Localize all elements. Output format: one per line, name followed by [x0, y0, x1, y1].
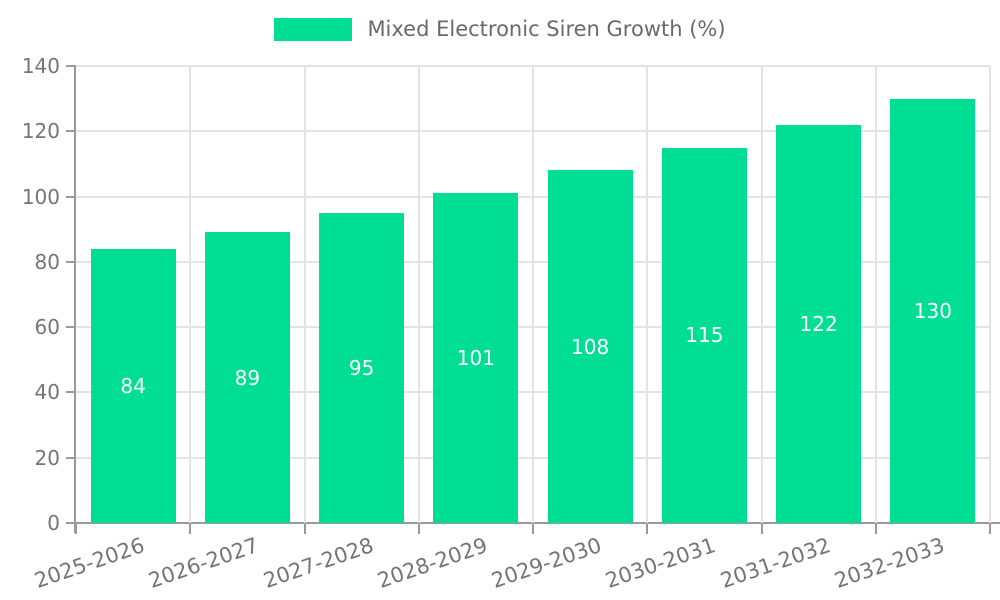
x-axis-tick [532, 524, 534, 534]
y-axis-tick [66, 195, 76, 198]
legend-label: Mixed Electronic Siren Growth (%) [367, 17, 726, 41]
legend-swatch [274, 18, 353, 41]
bar-2032-2033: 130 [890, 98, 976, 523]
x-axis-tick [646, 524, 649, 534]
bar-value-label: 115 [685, 323, 724, 348]
bar-2025-2026: 84 [90, 248, 176, 523]
legend-item[interactable]: Mixed Electronic Siren Growth (%) [274, 17, 726, 41]
x-axis-tick [303, 524, 306, 534]
y-tick-label: 140 [21, 54, 60, 78]
y-axis-tick [66, 260, 76, 263]
x-tick-label: 2028-2029 [374, 533, 491, 594]
x-tick-label: 2031-2032 [717, 533, 834, 594]
x-axis-line [66, 522, 1000, 524]
x-tick-label: 2029-2030 [488, 533, 605, 594]
x-axis-tick [760, 524, 763, 534]
y-axis-tick [66, 130, 76, 133]
y-axis-tick [66, 456, 76, 459]
x-tick-label: 2025-2026 [31, 533, 148, 594]
x-axis-tick [189, 524, 192, 534]
vertical-gridline [646, 66, 649, 523]
bar-value-label: 122 [799, 311, 838, 336]
bar-value-label: 108 [571, 334, 610, 359]
x-tick-label: 2027-2028 [260, 533, 377, 594]
x-tick-label: 2026-2027 [145, 533, 262, 594]
y-tick-label: 120 [21, 119, 60, 144]
bar-2030-2031: 115 [661, 147, 747, 523]
y-tick-label: 20 [34, 445, 60, 470]
vertical-gridline [532, 66, 534, 523]
bar-2026-2027: 89 [204, 232, 290, 523]
bar-value-label: 84 [120, 373, 146, 398]
y-tick-label: 80 [34, 249, 60, 274]
y-tick-label: 60 [34, 315, 60, 340]
bar-2027-2028: 95 [319, 212, 405, 523]
bar-value-label: 89 [234, 365, 261, 390]
bar-2029-2030: 108 [547, 170, 633, 523]
y-tick-label: 0 [47, 511, 60, 535]
plot-area: 84 89 95 101 108 115 122 130 [76, 65, 991, 523]
bar-2031-2032: 122 [776, 124, 862, 523]
bar-2028-2029: 101 [433, 193, 519, 523]
x-axis-tick [417, 524, 420, 534]
bar-value-label: 101 [456, 346, 495, 371]
bar-value-label: 130 [913, 298, 952, 323]
y-tick-label: 100 [21, 184, 60, 209]
y-tick-label: 40 [34, 380, 60, 405]
vertical-gridline [303, 66, 306, 523]
x-tick-label: 2030-2031 [602, 533, 719, 594]
vertical-gridline [417, 66, 420, 523]
vertical-gridline [874, 66, 877, 523]
y-axis-tick [66, 326, 76, 329]
vertical-gridline [760, 66, 763, 523]
bar-value-label: 95 [348, 355, 375, 380]
y-axis-tick [66, 65, 76, 67]
x-axis-tick [874, 524, 877, 534]
chart-legend: Mixed Electronic Siren Growth (%) [0, 18, 1000, 41]
x-tick-label: 2032-2033 [831, 533, 948, 594]
x-axis-tick [75, 524, 77, 534]
y-axis-tick [66, 391, 76, 394]
vertical-gridline [189, 66, 192, 523]
y-axis-tick [66, 522, 76, 524]
y-axis-line [74, 66, 76, 533]
x-axis-tick [989, 524, 991, 534]
vertical-gridline [989, 66, 991, 523]
